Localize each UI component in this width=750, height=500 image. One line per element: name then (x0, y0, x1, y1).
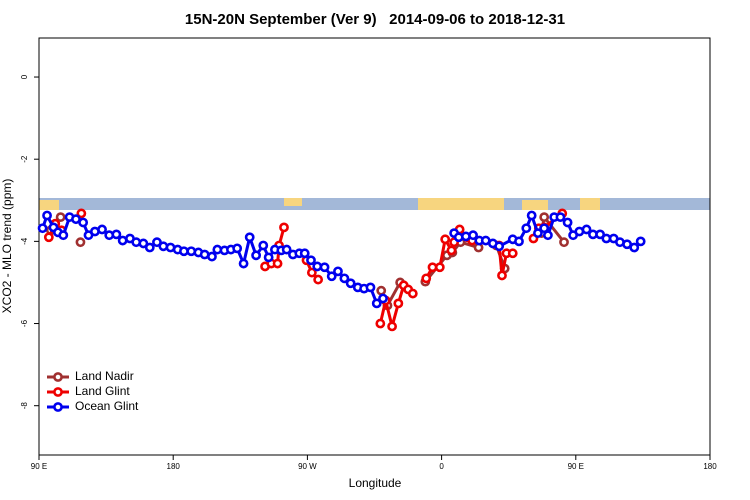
data-point (42, 210, 52, 221)
data-point (43, 232, 54, 243)
data-point (232, 243, 243, 254)
y-tick-label: -8 (20, 402, 29, 410)
data-point (37, 223, 48, 234)
x-axis-label: Longitude (349, 476, 402, 490)
x-tick-label: 180 (167, 462, 181, 471)
data-point (238, 258, 249, 269)
legend-marker (53, 372, 63, 382)
data-point (407, 288, 418, 299)
data-point (533, 228, 543, 239)
data-point (581, 224, 592, 235)
legend-marker (53, 402, 63, 412)
data-point (559, 237, 569, 248)
data-point (539, 223, 550, 234)
data-point (555, 212, 566, 223)
data-point (326, 271, 337, 282)
plot-frame (38, 37, 711, 456)
x-tick-label: 180 (703, 462, 717, 471)
data-point (306, 267, 317, 278)
y-axis-label: XCO2 - MLO trend (ppm) (0, 179, 14, 314)
y-tick-label: -2 (20, 155, 29, 163)
data-point (365, 282, 376, 293)
data-point (55, 212, 66, 223)
data-point (75, 237, 86, 248)
data-point (58, 230, 69, 241)
data-point (138, 238, 149, 249)
data-point (468, 230, 478, 241)
data-point (319, 262, 330, 273)
legend-marker (53, 387, 63, 397)
data-point (78, 217, 89, 228)
data-point (306, 255, 316, 266)
data-point (272, 258, 283, 269)
x-tick-label: 90 E (31, 462, 47, 471)
chart-title: 15N-20N September (Ver 9) 2014-09-06 to … (185, 11, 565, 28)
land-patch (522, 200, 548, 210)
data-point (526, 210, 537, 221)
data-point (281, 244, 292, 255)
data-point (279, 222, 289, 233)
data-point (339, 273, 350, 284)
data-point (76, 208, 87, 219)
data-point (543, 230, 553, 241)
data-point (376, 285, 387, 296)
legend-label: Ocean Glint (75, 399, 139, 413)
data-point (494, 241, 505, 252)
data-layer (37, 208, 646, 332)
data-point (635, 236, 646, 247)
data-point (375, 318, 386, 329)
data-point (434, 262, 445, 273)
data-point (507, 248, 518, 259)
data-point (387, 321, 397, 332)
land-map-strip (39, 198, 710, 210)
legend-label: Land Nadir (75, 369, 134, 383)
data-point (562, 217, 573, 228)
data-point (333, 266, 343, 277)
data-point (244, 232, 255, 243)
y-tick-label: 0 (20, 74, 29, 79)
data-point (111, 229, 122, 240)
x-tick-label: 90 W (298, 462, 317, 471)
data-point (378, 293, 388, 304)
y-tick-label: -4 (20, 237, 29, 245)
data-point (440, 234, 451, 245)
x-tick-label: 90 E (568, 462, 584, 471)
data-point (539, 212, 550, 223)
data-point (446, 245, 457, 256)
data-point (152, 237, 162, 248)
data-point (629, 242, 640, 253)
legend-label: Land Glint (75, 384, 130, 398)
data-point (371, 298, 382, 309)
data-point (207, 251, 217, 262)
data-point (521, 223, 532, 234)
data-point (421, 273, 432, 284)
data-point (497, 270, 507, 281)
data-point (263, 252, 274, 263)
data-point (313, 274, 324, 285)
data-point (144, 242, 155, 253)
data-point (97, 224, 107, 235)
y-tick-label: -6 (20, 319, 29, 327)
land-patch (284, 198, 302, 206)
data-point (299, 248, 310, 259)
data-point (514, 236, 524, 247)
data-point (393, 298, 404, 309)
data-point (258, 240, 269, 251)
x-tick-label: 0 (439, 462, 444, 471)
land-patch (580, 198, 600, 210)
land-patch (418, 198, 504, 210)
ocean-strip (39, 198, 710, 210)
land-patch (39, 200, 59, 210)
data-point (345, 278, 356, 289)
data-point (251, 250, 262, 261)
